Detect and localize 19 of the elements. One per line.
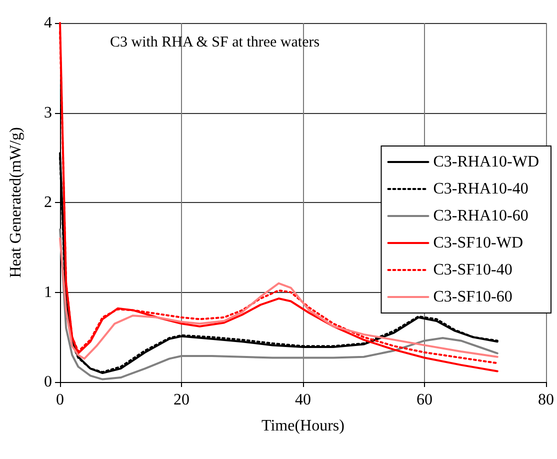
x-tick-label: 20 (174, 392, 190, 408)
x-tick-label: 80 (538, 392, 554, 408)
y-tick-label: 4 (44, 14, 52, 32)
y-tick-label: 3 (44, 104, 52, 122)
legend-label: C3-SF10-60 (433, 288, 512, 306)
legend-label: C3-RHA10-40 (433, 180, 528, 198)
legend-label: C3-SF10-40 (433, 262, 512, 278)
legend-label: C3-SF10-WD (433, 234, 524, 252)
y-tick-label: 1 (44, 284, 52, 301)
text: C3 with RHA & SF at three waters (110, 34, 320, 50)
legend-label: C3-RHA10-60 (433, 208, 528, 224)
x-tick-label: 40 (295, 392, 311, 408)
y-tick-label: 0 (44, 374, 52, 390)
y-tick-label: 2 (44, 194, 52, 211)
x-tick-label: 60 (416, 392, 432, 408)
x-axis-title: Time(Hours) (262, 418, 344, 434)
y-axis-title: Heat Generated(mW/g) (8, 127, 24, 278)
legend-label: C3-RHA10-WD (433, 154, 539, 170)
x-tick-label: 0 (56, 392, 64, 408)
